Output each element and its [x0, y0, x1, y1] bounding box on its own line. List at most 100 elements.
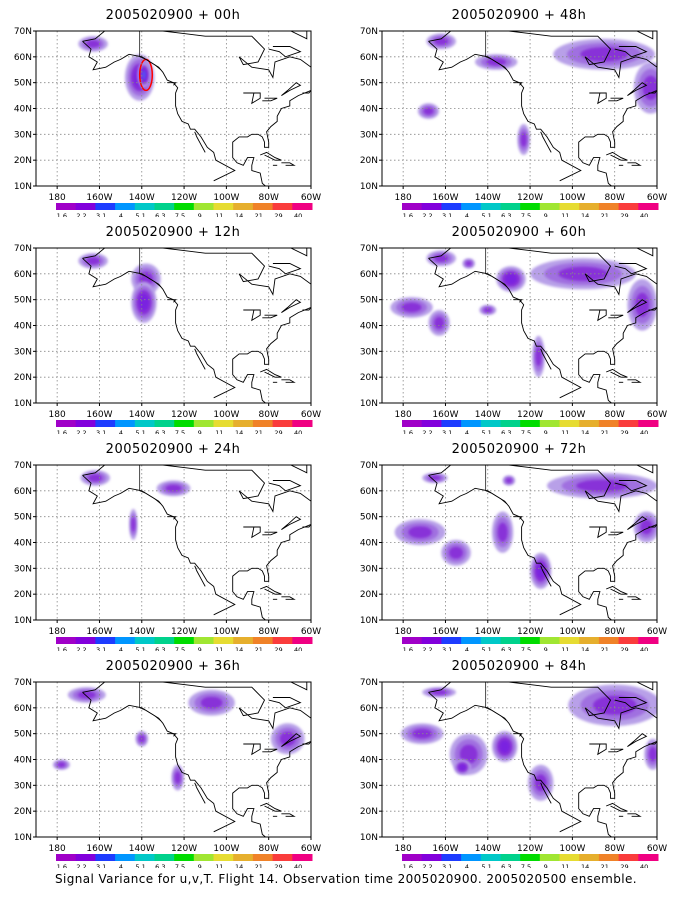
colorbar-swatch	[539, 203, 560, 210]
lon-label: 60W	[301, 193, 321, 203]
lon-label: 120W	[171, 193, 197, 203]
colorbar-label: 6.3	[155, 863, 165, 868]
colorbar-swatch	[213, 637, 234, 644]
colorbar-label: 11	[215, 863, 223, 868]
colorbar-label: 9	[544, 863, 548, 868]
colorbar-label: 21	[255, 212, 263, 217]
colorbar-swatch	[402, 854, 423, 861]
lon-label: 80W	[605, 844, 625, 854]
colorbar-label: 7.5	[521, 212, 531, 217]
lat-label: 20N	[14, 590, 32, 600]
coastline	[428, 682, 657, 730]
lat-label: 50N	[360, 730, 378, 740]
variance-blob	[505, 478, 512, 483]
colorbar-swatch	[402, 637, 423, 644]
colorbar-label: 14	[581, 212, 589, 217]
colorbar-swatch	[252, 854, 274, 861]
colorbar-label: 5.1	[135, 429, 145, 434]
colorbar-swatch	[56, 203, 77, 210]
colorbar-label: 4	[119, 863, 123, 868]
coastline	[513, 82, 523, 86]
colorbar-swatch	[213, 203, 234, 210]
variance-blob	[141, 70, 147, 80]
colorbar-swatch	[272, 637, 293, 644]
coastline	[281, 299, 302, 313]
variance-blob	[408, 526, 432, 539]
colorbar-label: 11	[561, 863, 569, 868]
map-plot: 70N 60N 50N 40N 30N 20N 10N 180 160W 140W 120W 100W…	[360, 678, 667, 868]
coastline	[561, 248, 584, 249]
colorbar-swatch	[421, 420, 442, 427]
colorbar-swatch	[441, 203, 462, 210]
variance-blob	[505, 273, 517, 285]
coastline	[167, 82, 177, 86]
lon-label: 60W	[647, 410, 667, 420]
coastline	[635, 682, 654, 691]
colorbar-label: 40	[294, 863, 302, 868]
coastline	[167, 516, 177, 520]
coastline	[281, 516, 302, 530]
colorbar-swatch	[134, 203, 155, 210]
colorbar-swatch	[539, 854, 560, 861]
coastline	[589, 92, 607, 105]
colorbar-label: 4	[465, 863, 469, 868]
colorbar-swatch	[421, 637, 442, 644]
lat-label: 50N	[360, 513, 378, 523]
colorbar-label: 29	[274, 646, 282, 651]
colorbar-label: 14	[235, 429, 243, 434]
lat-label: 30N	[14, 564, 32, 574]
coastline	[540, 565, 552, 587]
colorbar-label: 2.2	[76, 429, 86, 434]
panel-title: 2005020900 + 72h	[451, 442, 587, 457]
coastline	[262, 97, 278, 102]
colorbar-swatch	[233, 203, 254, 210]
colorbar-swatch	[56, 420, 77, 427]
coastline	[302, 90, 311, 94]
colorbar-swatch	[638, 420, 659, 427]
lon-label: 100W	[559, 193, 585, 203]
coastline	[281, 733, 302, 747]
colorbar-label: 1.6	[57, 646, 67, 651]
map-panel: 2005020900 + 48h 70N 60N 50N 40N 30N 20N 10N 180…	[346, 0, 692, 217]
coastline	[232, 740, 311, 837]
colorbar-swatch	[292, 420, 313, 427]
colorbar-label: 40	[294, 429, 302, 434]
lat-label: 10N	[14, 182, 32, 192]
map-panel: 2005020900 + 00h 70N 60N 50N 40N 30N 20N 10N 180…	[0, 0, 346, 217]
lon-label: 100W	[559, 844, 585, 854]
colorbar-label: 3.1	[442, 646, 452, 651]
variance-blob	[642, 75, 657, 100]
variance-blob	[88, 474, 103, 482]
coastline	[648, 524, 657, 528]
colorbar-label: 40	[640, 212, 648, 217]
colorbar-label: 11	[215, 646, 223, 651]
colorbar-swatch	[95, 854, 116, 861]
colorbar-swatch	[421, 203, 442, 210]
lon-label: 140W	[129, 193, 155, 203]
colorbar-label: 11	[561, 429, 569, 434]
colorbar-label: 9	[544, 212, 548, 217]
colorbar-swatch	[272, 420, 293, 427]
colorbar-label: 7.5	[521, 429, 531, 434]
colorbar-label: 3.1	[96, 212, 106, 217]
colorbar-swatch	[441, 637, 462, 644]
coastline	[606, 151, 628, 161]
colorbar-swatch	[95, 637, 116, 644]
colorbar-label: 9	[198, 863, 202, 868]
panel-title: 2005020900 + 48h	[451, 8, 587, 23]
lon-label: 60W	[301, 844, 321, 854]
colorbar-swatch	[115, 637, 136, 644]
variance-blob	[580, 47, 628, 62]
lon-label: 180	[395, 193, 412, 203]
colorbar-swatch	[441, 420, 462, 427]
colorbar-label: 7.5	[175, 863, 185, 868]
map-panel: 2005020900 + 84h 70N 60N 50N 40N 30N 20N 10N 180…	[346, 651, 692, 868]
colorbar-swatch	[520, 203, 541, 210]
lat-label: 40N	[14, 756, 32, 766]
colorbar-label: 4	[119, 646, 123, 651]
lat-label: 50N	[14, 296, 32, 306]
lat-label: 60N	[360, 270, 378, 280]
map-plot: 70N 60N 50N 40N 30N 20N 10N 180 160W 140W 120W 100W…	[14, 244, 321, 434]
lat-label: 40N	[360, 105, 378, 115]
coastline	[281, 379, 296, 383]
